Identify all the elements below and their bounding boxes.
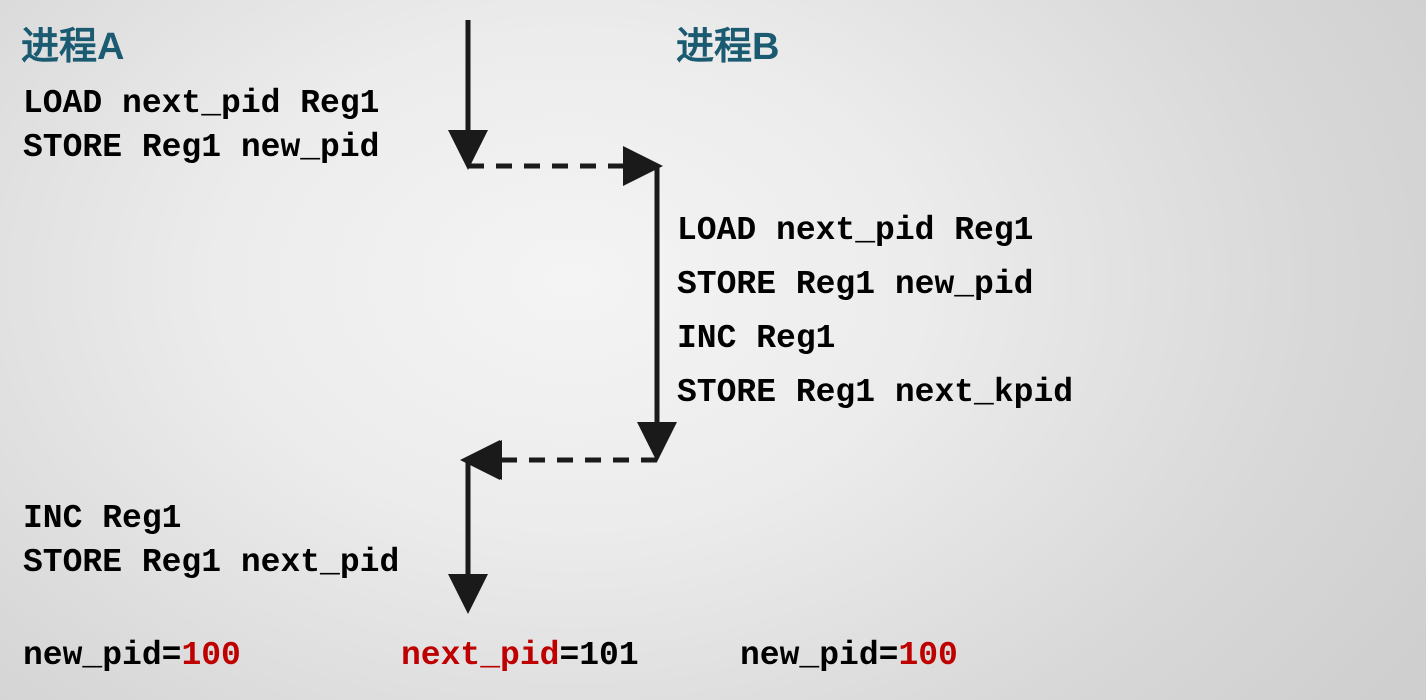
flow-arrows [0, 0, 1426, 700]
